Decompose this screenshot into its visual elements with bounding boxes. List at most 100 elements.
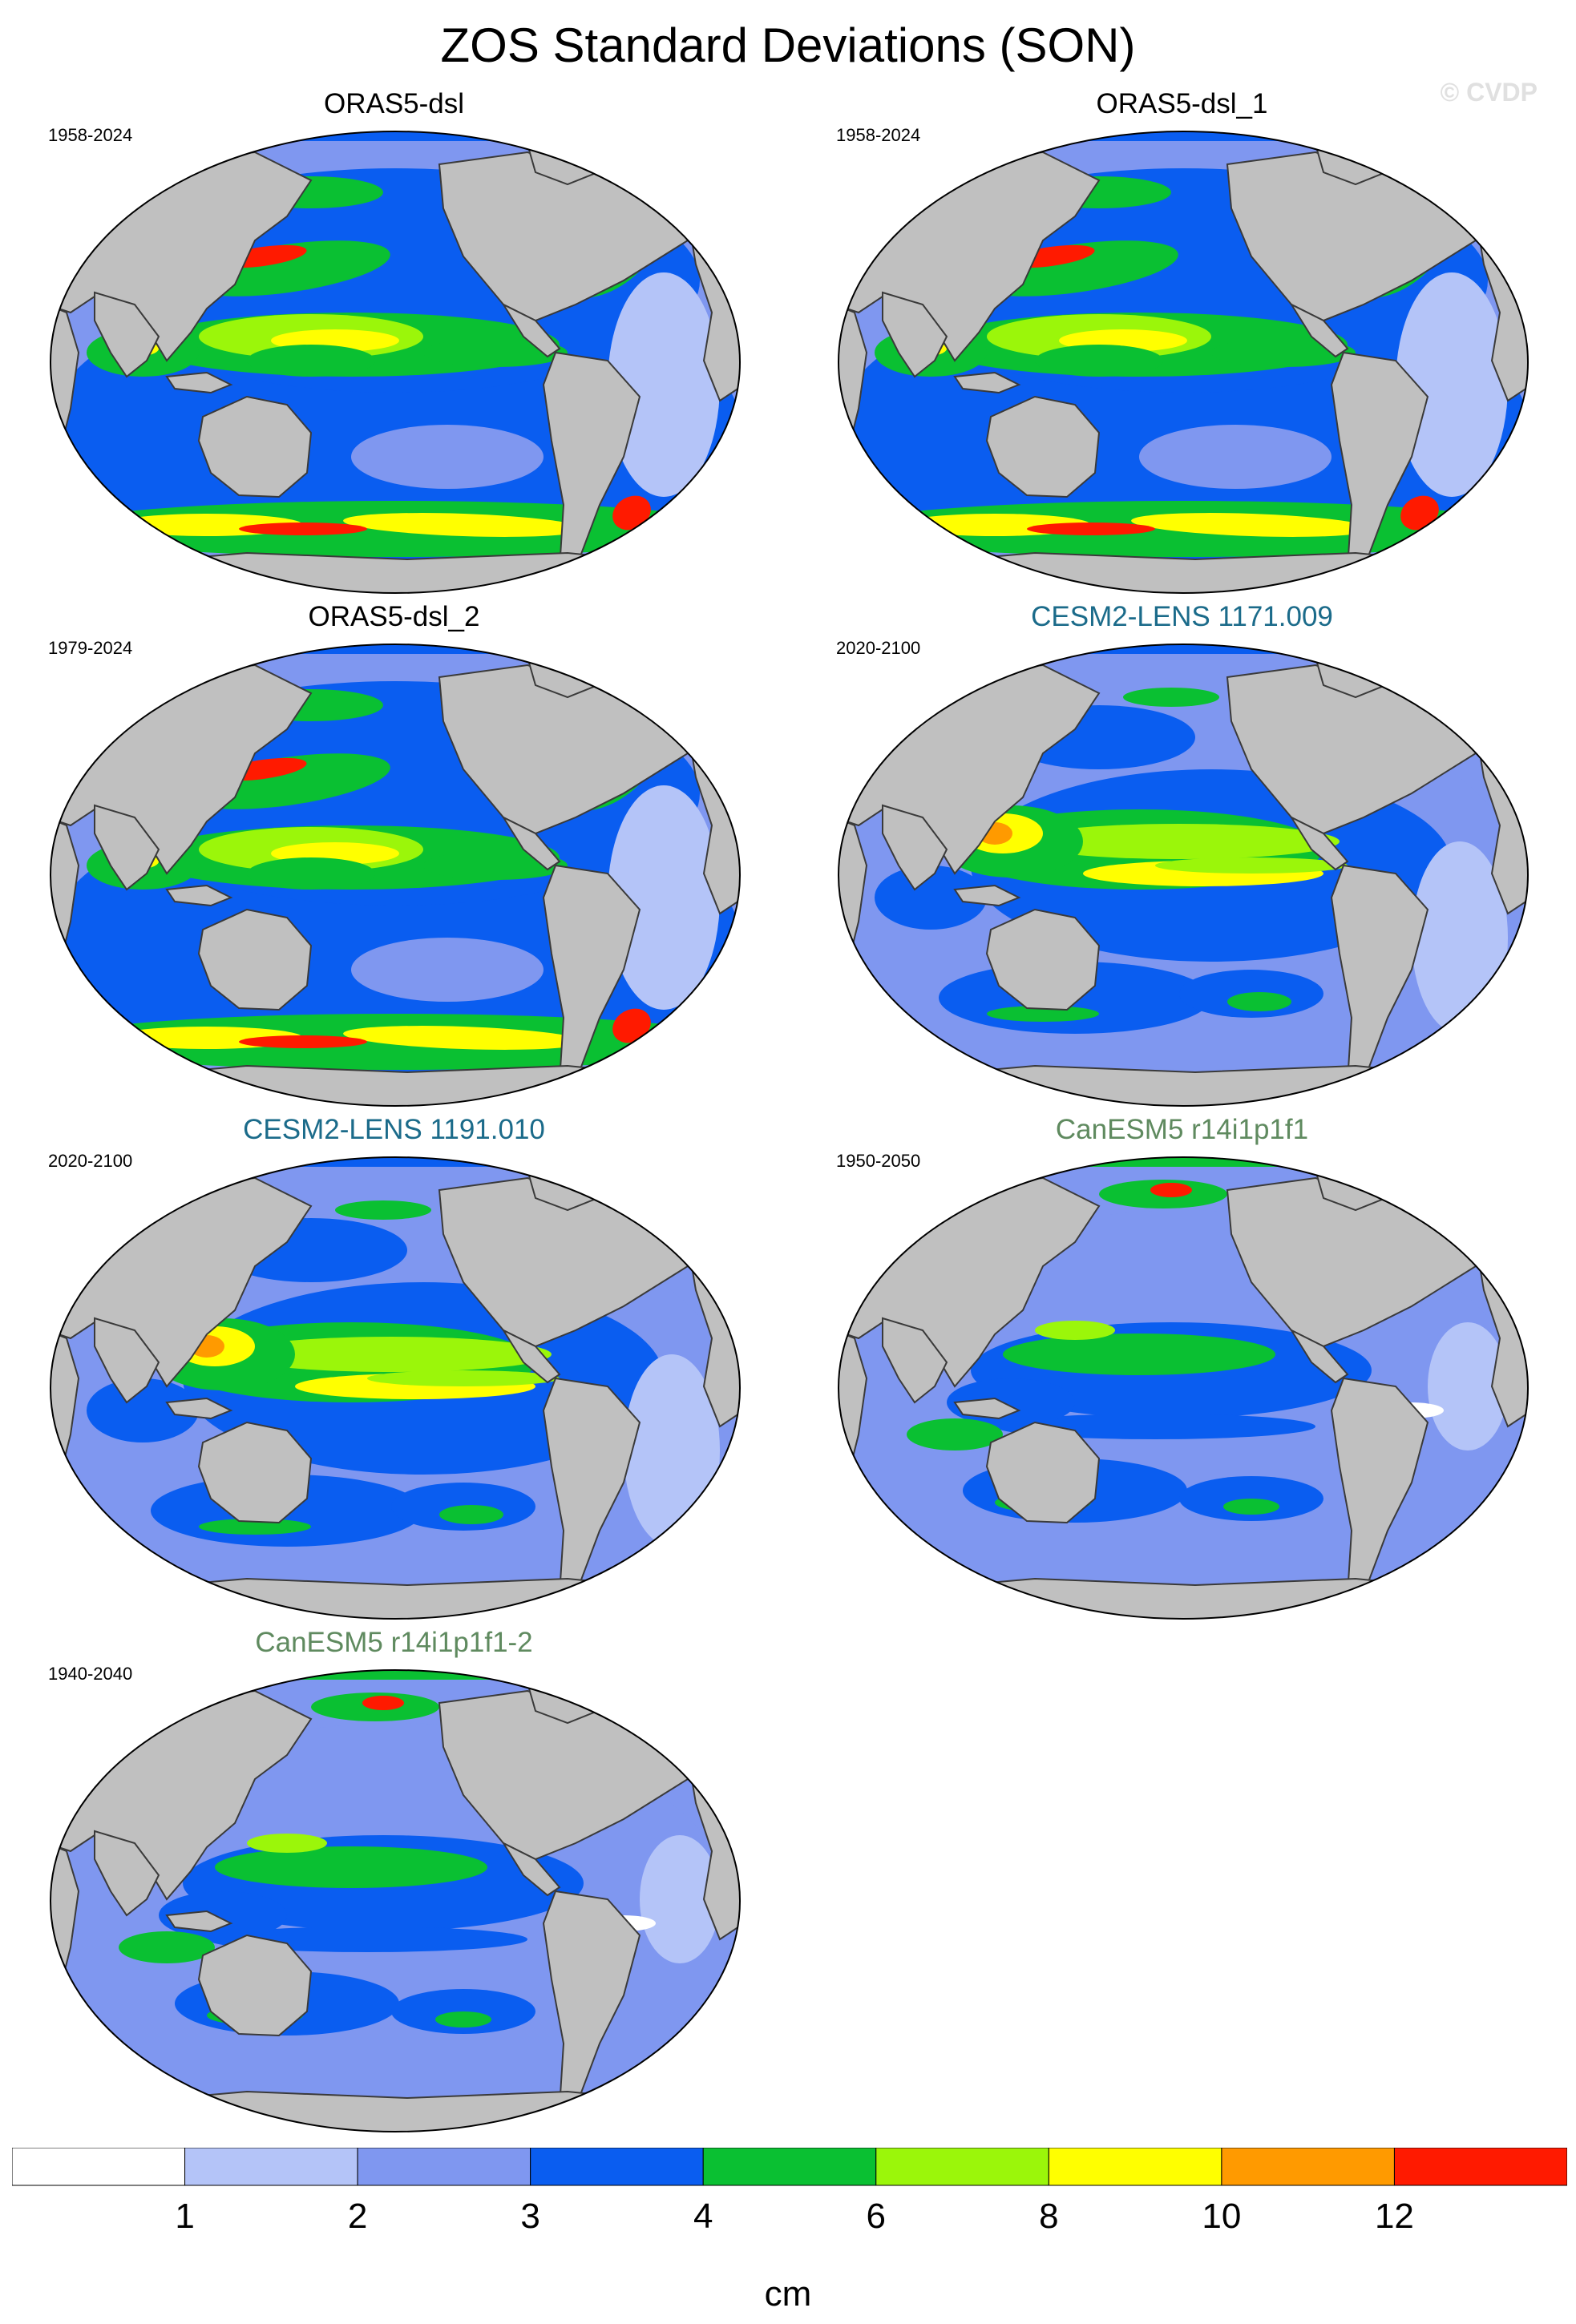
std-contour <box>215 1846 487 1888</box>
std-contour <box>1139 425 1332 489</box>
std-contour <box>987 1006 1099 1022</box>
land-mass <box>197 1421 313 1524</box>
map-panel: ORAS5-dsl 1958-2024 <box>0 88 788 601</box>
panel-period: 1940-2040 <box>48 1664 133 1684</box>
colorbar: 1 2 3 4 6 8 10 12 <box>12 2148 1567 2236</box>
colorbar-swatch <box>530 2148 704 2186</box>
std-contour <box>608 785 720 1010</box>
map-outline <box>50 1156 741 1620</box>
std-contour <box>423 338 568 367</box>
land-mass <box>197 1934 313 2037</box>
std-contour <box>362 1696 404 1710</box>
std-contour <box>351 938 544 1002</box>
map-outline <box>838 1156 1529 1620</box>
land-mass <box>197 395 313 498</box>
std-contour <box>875 865 987 930</box>
std-contour <box>423 851 568 880</box>
land-mass <box>94 291 160 378</box>
land-mass <box>882 291 948 378</box>
map-outline <box>50 131 741 594</box>
panel-period: 1950-2050 <box>836 1151 921 1171</box>
land-mass <box>165 371 233 394</box>
std-contour <box>231 1337 552 1372</box>
std-contour <box>1035 1321 1115 1340</box>
land-mass <box>165 1397 233 1420</box>
world-map <box>838 1156 1529 1620</box>
map-panel: CESM2-LENS 1191.010 2020-2100 <box>0 1114 788 1627</box>
watermark: © CVDP <box>1440 78 1538 107</box>
std-contour <box>1400 495 1439 531</box>
land-mass <box>165 1910 233 1933</box>
std-contour <box>612 495 651 531</box>
std-contour <box>1019 824 1340 859</box>
colorbar-swatch <box>875 2148 1049 2186</box>
std-contour <box>1223 1499 1279 1515</box>
land-mass <box>882 804 948 891</box>
land-mass <box>501 302 561 358</box>
land-mass <box>501 815 561 871</box>
panel-title: CESM2-LENS 1191.010 <box>243 1114 545 1145</box>
world-map <box>50 644 741 1107</box>
colorbar-swatch <box>184 2148 358 2186</box>
map-outline <box>838 131 1529 594</box>
std-contour <box>1131 513 1372 537</box>
land-mass <box>501 1328 561 1384</box>
std-contour <box>199 1519 311 1535</box>
colorbar-swatch <box>702 2148 877 2186</box>
std-contour <box>1420 1106 1468 1114</box>
std-contour <box>351 425 544 489</box>
panel-title: ORAS5-dsl <box>323 88 465 119</box>
panel-period: 1958-2024 <box>836 125 921 145</box>
land-mass <box>1289 1328 1349 1384</box>
map-panel: CESM2-LENS 1171.009 2020-2100 <box>788 601 1576 1114</box>
std-contour <box>1396 272 1508 497</box>
map-outline <box>50 644 741 1107</box>
colorbar-tick-label: 3 <box>520 2197 539 2236</box>
land-mass <box>501 1841 561 1897</box>
colorbar-swatch <box>12 2148 186 2186</box>
map-outline <box>838 644 1529 1107</box>
panel-period: 1958-2024 <box>48 125 133 145</box>
std-contour <box>343 513 584 537</box>
world-map <box>50 131 741 594</box>
colorbar-tick-label: 8 <box>1039 2197 1058 2236</box>
std-contour <box>435 2011 491 2027</box>
world-map <box>50 1156 741 1620</box>
colorbar-tick-label: 10 <box>1202 2197 1241 2236</box>
std-contour <box>87 1378 199 1442</box>
std-contour <box>335 1200 431 1220</box>
map-panel: ORAS5-dsl_2 1979-2024 <box>0 601 788 1114</box>
land-mass <box>165 884 233 907</box>
panel-period: 2020-2100 <box>48 1151 133 1171</box>
std-contour <box>247 857 375 890</box>
std-contour <box>612 1008 651 1043</box>
land-mass <box>1289 815 1349 871</box>
std-contour <box>907 1418 1003 1450</box>
std-contour <box>1428 1322 1508 1450</box>
land-mass <box>882 1317 948 1404</box>
panel-title: CanESM5 r14i1p1f1 <box>1055 1114 1309 1145</box>
land-mass <box>953 884 1021 907</box>
std-contour <box>1211 338 1356 367</box>
colorbar-swatch <box>1048 2148 1222 2186</box>
land-mass <box>1289 302 1349 358</box>
std-contour <box>608 272 720 497</box>
land-mass <box>94 804 160 891</box>
std-contour <box>851 512 931 530</box>
std-contour <box>1027 522 1155 535</box>
map-panel: CanESM5 r14i1p1f1 1950-2050 <box>788 1114 1576 1627</box>
std-contour <box>439 1505 503 1524</box>
std-contour <box>1123 688 1219 707</box>
std-contour <box>63 1025 143 1043</box>
land-mass <box>985 908 1101 1011</box>
land-mass <box>94 1830 160 1917</box>
std-contour <box>239 522 367 535</box>
land-mass <box>94 1317 160 1404</box>
std-contour <box>343 1026 584 1050</box>
std-contour <box>247 345 375 377</box>
colorbar-swatch <box>1393 2148 1567 2186</box>
colorbar-swatch <box>1221 2148 1395 2186</box>
world-map <box>838 644 1529 1114</box>
world-map <box>838 131 1529 594</box>
std-contour <box>1150 1183 1192 1197</box>
